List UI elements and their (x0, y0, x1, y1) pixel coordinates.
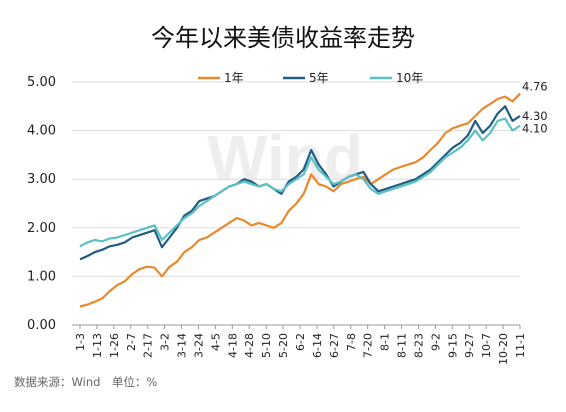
x-tick-label: 8-11 (396, 333, 409, 358)
x-tick-label: 3-2 (159, 333, 172, 351)
x-tick-label: 8-23 (412, 333, 425, 358)
y-tick-label: 0.00 (27, 318, 56, 333)
y-tick-label: 5.00 (27, 75, 56, 90)
chart-title: 今年以来美债收益率走势 (151, 24, 415, 52)
x-tick-label: 5-20 (277, 333, 290, 358)
legend: 1年 5年 10年 (198, 71, 423, 85)
y-axis-ticks: 0.00 1.00 2.00 3.00 4.00 5.00 (27, 75, 56, 333)
x-tick-label: 5-10 (260, 333, 273, 358)
legend-label: 5年 (309, 71, 329, 85)
x-tick-label: 9-2 (429, 333, 442, 351)
x-tick-label: 4-28 (243, 333, 256, 358)
x-tick-label: 7-8 (345, 333, 358, 351)
y-tick-label: 1.00 (27, 269, 56, 284)
x-tick-label: 10-20 (497, 333, 510, 365)
end-label-1: 4.76 (522, 80, 548, 94)
x-tick-label: 8-1 (379, 333, 392, 351)
x-tick-label: 9-27 (463, 333, 476, 358)
x-tick-label: 2-7 (125, 333, 138, 351)
series-line-2 (79, 105, 521, 261)
x-tick-label: 7-20 (362, 333, 375, 358)
series-line-1 (79, 92, 521, 308)
series-lines (79, 92, 521, 308)
y-tick-label: 4.00 (27, 124, 56, 139)
series-line-3 (79, 117, 521, 248)
x-tick-label: 3-14 (176, 333, 189, 358)
x-tick-label: 9-15 (446, 333, 459, 358)
x-tick-label: 1-26 (108, 333, 121, 358)
end-label-3: 4.10 (522, 122, 548, 136)
x-tick-label: 6-14 (311, 333, 324, 358)
x-tick-label: 4-5 (209, 333, 222, 351)
source-note: 数据来源：Wind 单位：% (14, 375, 157, 389)
end-labels: 4.76 4.304.10 (522, 80, 548, 136)
end-label-2: 4.30 (522, 109, 548, 123)
y-tick-label: 3.00 (27, 172, 56, 187)
x-tick-label: 10-7 (480, 333, 493, 358)
x-tick-label: 4-18 (226, 333, 239, 358)
x-tick-label: 3-24 (192, 333, 205, 358)
x-tick-label: 6-27 (328, 333, 341, 358)
legend-label: 1年 (224, 71, 244, 85)
y-tick-label: 2.00 (27, 221, 56, 236)
x-tick-label: 11-1 (514, 333, 527, 358)
x-tick-label: 1-3 (74, 333, 87, 351)
x-tick-label: 1-13 (91, 333, 104, 358)
x-tick-label: 2-17 (142, 333, 155, 358)
legend-label: 10年 (396, 71, 423, 85)
x-axis-ticks: 1-3 1-13 1-26 2-7 2-17 3-2 3-14 3-24 4-5 4-18 4-28… (74, 325, 527, 365)
x-tick-label: 6-2 (294, 333, 307, 351)
